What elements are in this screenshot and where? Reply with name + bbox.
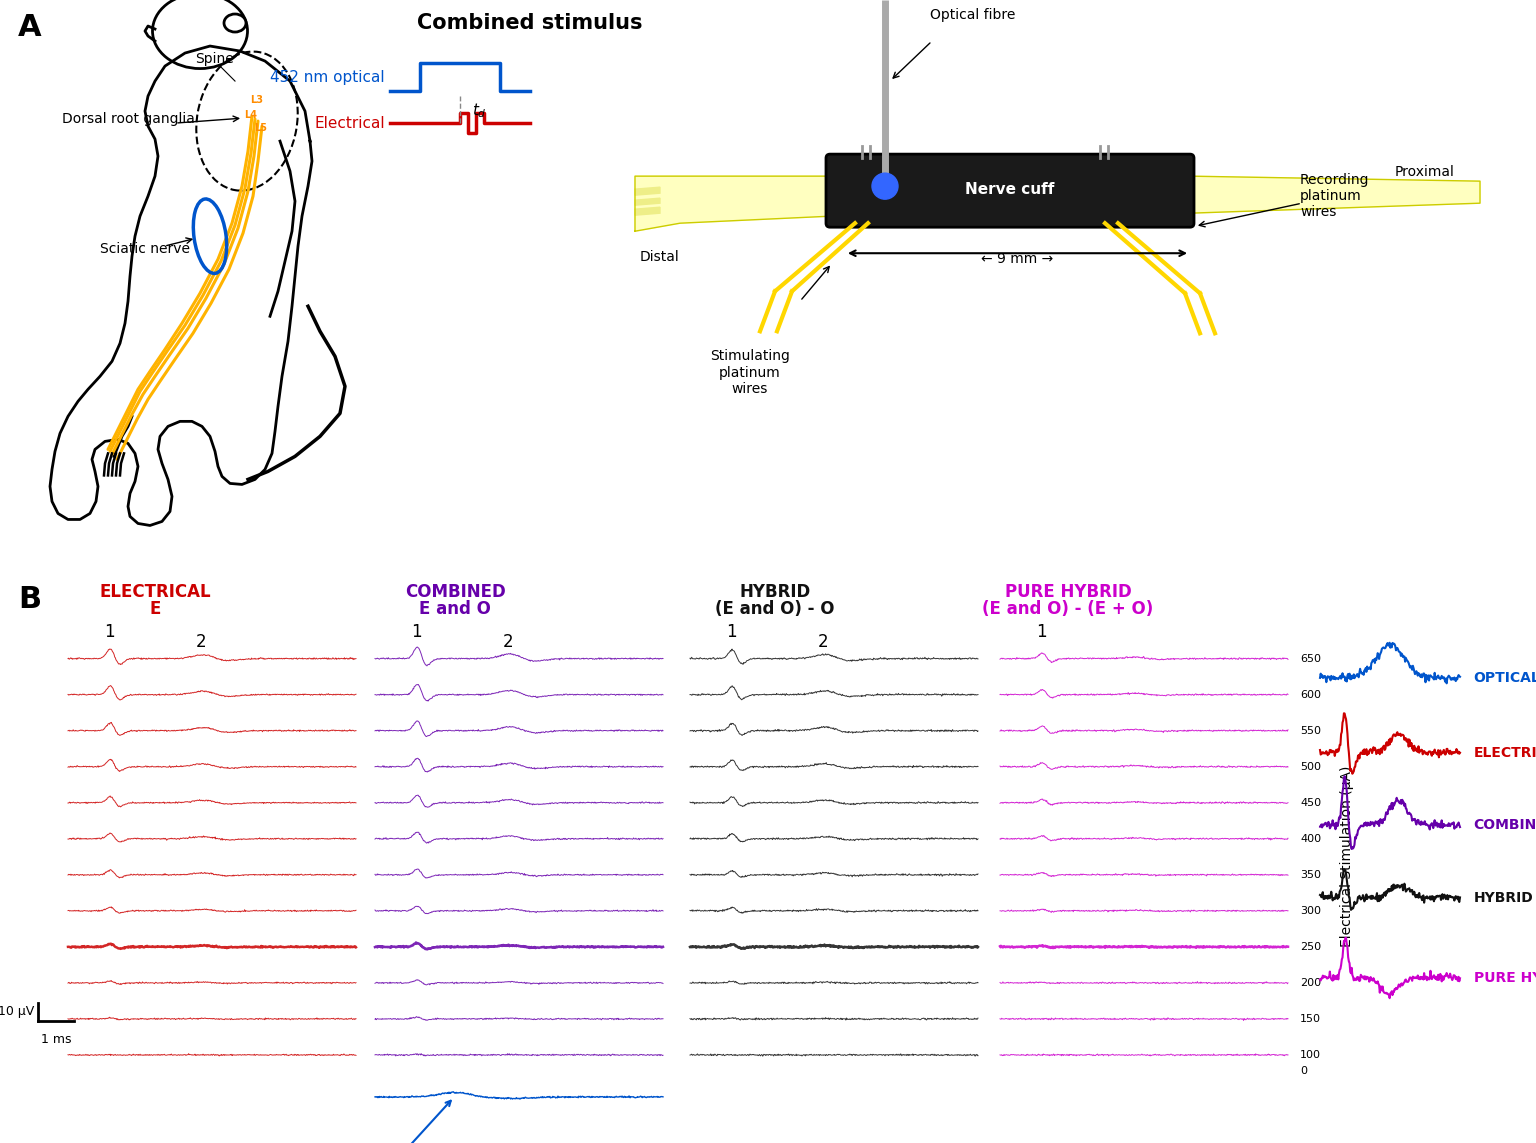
Text: Optical fibre: Optical fibre [929,8,1015,22]
Text: Recording
platinum
wires: Recording platinum wires [1299,173,1370,219]
Text: 600: 600 [1299,689,1321,700]
Text: 400: 400 [1299,833,1321,844]
Text: ELECTRICAL: ELECTRICAL [1473,745,1536,760]
Circle shape [872,173,899,199]
Polygon shape [1190,176,1481,214]
Text: $t_d$: $t_d$ [472,102,487,120]
Text: 100: 100 [1299,1050,1321,1060]
Text: A: A [18,13,41,42]
Text: 1: 1 [727,623,737,640]
Text: ← 9 mm →: ← 9 mm → [982,253,1054,266]
Text: B: B [18,584,41,614]
Polygon shape [634,198,660,206]
Text: Nerve cuff: Nerve cuff [965,182,1055,197]
Text: 300: 300 [1299,905,1321,916]
Polygon shape [634,176,829,231]
Text: HYBRID: HYBRID [739,583,811,600]
Text: 200: 200 [1299,978,1321,988]
Text: HYBRID: HYBRID [1473,890,1533,905]
Text: 250: 250 [1299,942,1321,952]
Text: 452 nm optical: 452 nm optical [270,70,386,85]
Text: 1: 1 [1037,623,1046,640]
Text: 1: 1 [412,623,422,640]
Text: 450: 450 [1299,798,1321,808]
Text: 2: 2 [817,632,828,650]
Text: 10 μV: 10 μV [0,1006,34,1018]
Text: Stimulating
platinum
wires: Stimulating platinum wires [710,350,790,395]
Text: 350: 350 [1299,870,1321,880]
Ellipse shape [152,0,247,69]
Text: suprathreshold
OPTICAL (O): suprathreshold OPTICAL (O) [346,1101,450,1143]
Text: 2: 2 [502,632,513,650]
Polygon shape [51,46,312,526]
Text: 500: 500 [1299,761,1321,772]
Text: 150: 150 [1299,1014,1321,1024]
Text: (E and O) - (E + O): (E and O) - (E + O) [983,600,1154,617]
Text: 650: 650 [1299,654,1321,664]
Text: COMBINED: COMBINED [1473,817,1536,832]
Text: 0: 0 [1299,1066,1307,1076]
Text: COMBINED: COMBINED [404,583,505,600]
FancyBboxPatch shape [826,154,1193,227]
Text: OPTICAL: OPTICAL [1473,671,1536,685]
Text: Dorsal root ganglia: Dorsal root ganglia [61,112,195,126]
Polygon shape [634,207,660,215]
Text: (E and O) - O: (E and O) - O [716,600,834,617]
Text: L3: L3 [250,95,263,105]
Text: Electrical Stimulation (μA): Electrical Stimulation (μA) [1341,766,1355,948]
Text: L5: L5 [253,123,267,133]
Text: PURE HYBRID: PURE HYBRID [1005,583,1132,600]
Text: Spine: Spine [195,53,233,66]
Text: 1: 1 [104,623,115,640]
Text: PURE HYBRID: PURE HYBRID [1473,970,1536,985]
Text: Combined stimulus: Combined stimulus [418,13,642,33]
Text: L4: L4 [244,110,257,120]
Text: Sciatic nerve: Sciatic nerve [100,242,190,256]
Text: ELECTRICAL: ELECTRICAL [100,583,210,600]
Text: E: E [149,600,161,617]
Text: 550: 550 [1299,726,1321,736]
Text: 1 ms: 1 ms [41,1033,71,1046]
Polygon shape [634,187,660,195]
Text: 2: 2 [197,632,206,650]
Text: Electrical: Electrical [315,115,386,130]
Text: Distal: Distal [641,250,680,264]
Ellipse shape [224,14,246,32]
Text: E and O: E and O [419,600,492,617]
Text: Proximal: Proximal [1395,165,1455,179]
